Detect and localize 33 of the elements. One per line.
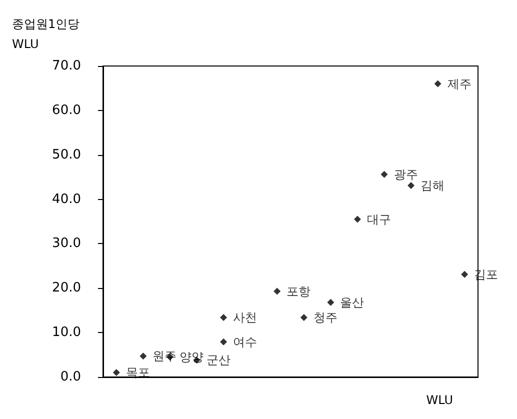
data-label: 여수 xyxy=(233,334,258,349)
data-label: 포항 xyxy=(286,284,311,298)
data-label: 군산 xyxy=(206,353,230,368)
data-label: 사천 xyxy=(233,310,258,324)
point xyxy=(434,80,442,88)
point xyxy=(461,270,468,278)
y-tick-label: 20.0 xyxy=(52,280,81,296)
point xyxy=(220,338,228,346)
point xyxy=(220,314,228,321)
point xyxy=(408,182,415,190)
point xyxy=(300,314,308,321)
y-tick-label: 70.0 xyxy=(52,58,81,74)
data-label: 제주 xyxy=(447,76,472,91)
point xyxy=(112,369,120,376)
point xyxy=(354,216,361,223)
y-tick-label: 60.0 xyxy=(52,102,81,118)
data-label: 대구 xyxy=(366,212,391,226)
point xyxy=(140,352,147,360)
data-label: 김해 xyxy=(420,178,445,193)
y-tick-label: 0.0 xyxy=(60,370,81,384)
point xyxy=(274,288,281,295)
y-tick-label: 40.0 xyxy=(52,192,81,207)
data-label: 광주 xyxy=(394,167,418,182)
point xyxy=(380,170,388,178)
y-axis-title: 종업원1인당 WLU xyxy=(12,17,80,51)
data-label: 양양 xyxy=(179,350,204,364)
x-axis-title: WLU xyxy=(426,393,454,407)
y-tick-label: 50.0 xyxy=(52,147,81,162)
data-label: 청주 xyxy=(313,310,338,324)
y-tick-label: 30.0 xyxy=(52,236,81,252)
y-tick-label: 10.0 xyxy=(52,325,81,340)
data-label: 울산 xyxy=(340,295,364,310)
point xyxy=(327,298,334,306)
